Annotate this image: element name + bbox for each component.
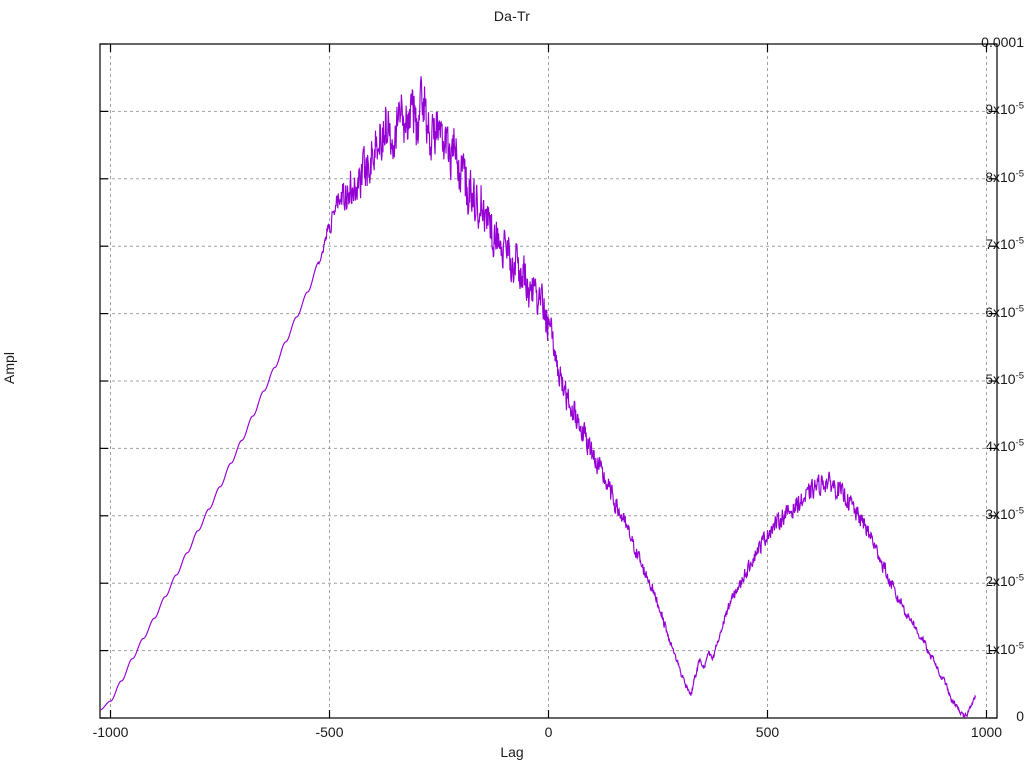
y-tick-label: 2x10-5 [985,572,1024,590]
y-tick-label: 4x10-5 [985,437,1024,455]
x-axis-label: Lag [500,744,524,760]
y-tick-label: 1x10-5 [985,639,1024,657]
y-tick-label: 0 [1016,708,1024,724]
x-tick-label: 0 [544,724,553,740]
y-tick-label: 0.0001 [981,34,1024,50]
y-tick-label: 7x10-5 [985,235,1024,253]
data-series-line [100,76,977,718]
y-tick-label: 8x10-5 [985,168,1024,185]
y-tick-label: 9x10-5 [985,100,1024,118]
page-title: Da-Tr [493,8,531,24]
y-tick-label: 5x10-5 [985,370,1024,387]
gridlines [100,44,997,718]
x-tick-label: -500 [315,724,344,740]
x-tick-label: 1000 [970,724,1003,740]
y-tick-label: 3x10-5 [985,505,1024,522]
x-tick-label: -1000 [92,724,129,740]
data-series-layer [100,76,977,718]
axis-ticks [100,43,997,719]
plot-frame [99,43,998,719]
y-tick-label: 6x10-5 [985,302,1024,320]
x-tick-label: 500 [755,724,780,740]
